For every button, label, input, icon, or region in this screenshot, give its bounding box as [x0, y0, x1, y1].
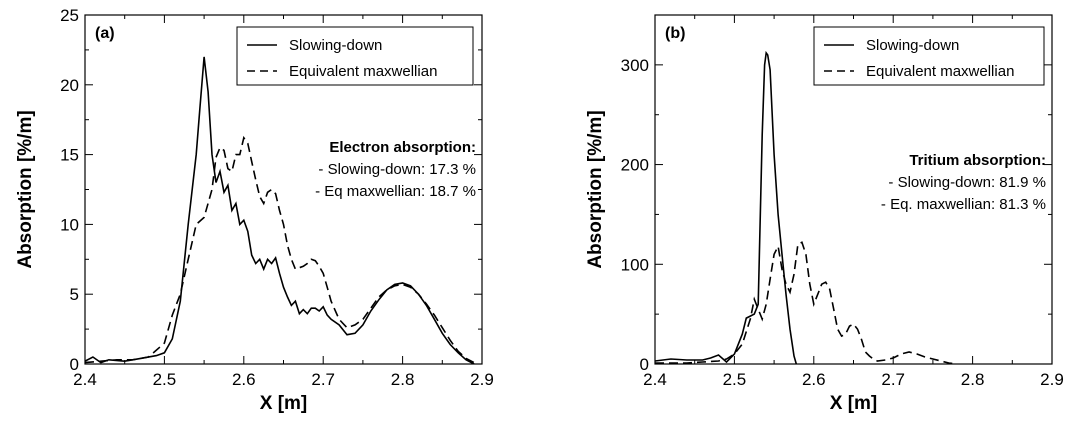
annotation-line: - Slowing-down: 81.9 %: [888, 174, 1046, 191]
annotation-heading: Tritium absorption:: [909, 152, 1046, 169]
x-tick-label: 2.6: [232, 370, 256, 389]
y-axis-title: Absorption [%/m]: [585, 110, 606, 268]
x-tick-label: 2.8: [961, 370, 985, 389]
y-tick-label: 300: [621, 56, 649, 75]
legend-label: Equivalent maxwellian: [289, 63, 437, 80]
annotation-line: - Slowing-down: 17.3 %: [318, 161, 476, 178]
annotation-line: - Eq. maxwellian: 81.3 %: [881, 196, 1046, 213]
x-tick-label: 2.6: [802, 370, 826, 389]
x-tick-label: 2.4: [643, 370, 667, 389]
x-tick-label: 2.8: [391, 370, 415, 389]
x-tick-label: 2.7: [311, 370, 335, 389]
x-axis-title: X [m]: [830, 393, 878, 414]
x-tick-label: 2.7: [881, 370, 905, 389]
legend-box: [813, 26, 1045, 86]
x-tick-label: 2.5: [723, 370, 747, 389]
y-tick-label: 0: [70, 355, 79, 374]
chart-panel-b: 2.4 2.5 2.6 2.7 2.8 2.9 0 100 200 300 X [m] Absorpt…: [585, 14, 1064, 414]
legend-label: Slowing-down: [866, 37, 959, 54]
x-axis-title: X [m]: [260, 393, 308, 414]
y-tick-label: 0: [640, 355, 649, 374]
y-tick-label: 25: [60, 6, 79, 25]
y-tick-label: 200: [621, 156, 649, 175]
series-line-equivalent-maxwellian: [655, 241, 957, 364]
legend-label: Slowing-down: [289, 37, 382, 54]
panel-label: (a): [95, 25, 115, 42]
x-tick-label: 2.4: [73, 370, 97, 389]
legend-label: Equivalent maxwellian: [866, 63, 1014, 80]
x-tick-label: 2.9: [470, 370, 494, 389]
annotation-heading: Electron absorption:: [329, 139, 476, 156]
y-tick-label: 100: [621, 255, 649, 274]
x-tick-label: 2.9: [1040, 370, 1064, 389]
legend-box: [236, 26, 474, 86]
y-tick-label: 20: [60, 76, 79, 95]
chart-panel-a: 2.4 2.5 2.6 2.7 2.8 2.9 0 5 10 15 20 25 X [m] Absorpt…: [15, 6, 494, 414]
x-tick-label: 2.5: [153, 370, 177, 389]
y-tick-label: 15: [60, 146, 79, 165]
y-tick-label: 5: [70, 285, 79, 304]
y-axis-title: Absorption [%/m]: [15, 110, 36, 268]
annotation-line: - Eq maxwellian: 18.7 %: [315, 183, 476, 200]
series-line-slowing-down: [655, 50, 798, 364]
y-tick-label: 10: [60, 215, 79, 234]
panel-label: (b): [665, 25, 685, 42]
series-line-equivalent-maxwellian: [85, 135, 475, 364]
